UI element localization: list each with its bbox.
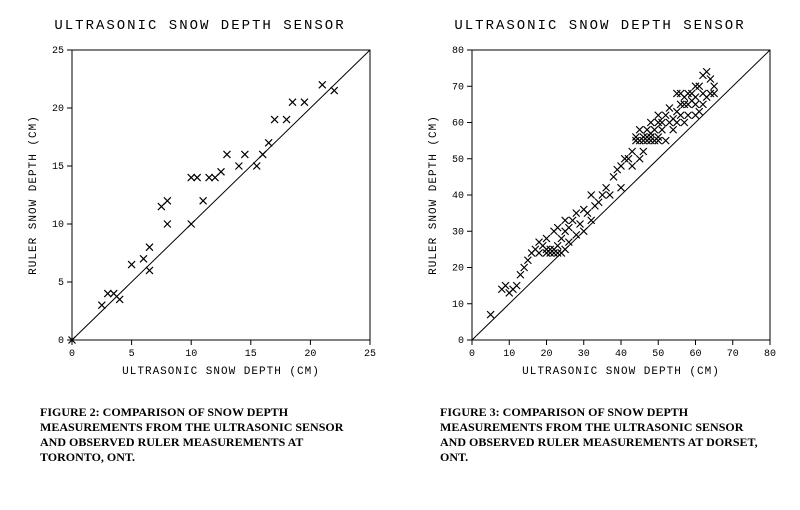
svg-text:50: 50 bbox=[452, 155, 464, 166]
svg-text:RULER SNOW DEPTH (CM): RULER SNOW DEPTH (CM) bbox=[428, 115, 440, 275]
svg-text:0: 0 bbox=[469, 349, 475, 360]
svg-text:0: 0 bbox=[58, 336, 64, 347]
svg-text:15: 15 bbox=[52, 162, 64, 173]
svg-text:10: 10 bbox=[52, 220, 64, 231]
svg-text:25: 25 bbox=[364, 349, 376, 360]
svg-text:10: 10 bbox=[503, 349, 515, 360]
svg-text:80: 80 bbox=[764, 349, 776, 360]
figure3-svg: 0 10 20 30 40 50 60 70 80 0 10 20 30 40 50 60 70 80 ULTRAS… bbox=[420, 44, 780, 384]
svg-text:0: 0 bbox=[69, 349, 75, 360]
figure2-title: ULTRASONIC SNOW DEPTH SENSOR bbox=[54, 18, 345, 34]
svg-text:15: 15 bbox=[245, 349, 257, 360]
svg-text:40: 40 bbox=[452, 191, 464, 202]
svg-text:30: 30 bbox=[578, 349, 590, 360]
figure3-chart: 0 10 20 30 40 50 60 70 80 0 10 20 30 40 50 60 70 80 ULTRAS… bbox=[420, 44, 780, 389]
svg-text:0: 0 bbox=[458, 336, 464, 347]
svg-text:30: 30 bbox=[452, 227, 464, 238]
svg-text:ULTRASONIC SNOW DEPTH (CM): ULTRASONIC SNOW DEPTH (CM) bbox=[522, 366, 720, 378]
svg-text:25: 25 bbox=[52, 46, 64, 57]
svg-text:60: 60 bbox=[452, 119, 464, 130]
svg-text:20: 20 bbox=[52, 104, 64, 115]
page: ULTRASONIC SNOW DEPTH SENSOR 05101520250… bbox=[0, 0, 800, 510]
figure2-caption: FIGURE 2: COMPARISON OF SNOW DEPTH MEASU… bbox=[40, 405, 360, 465]
svg-text:70: 70 bbox=[727, 349, 739, 360]
svg-text:10: 10 bbox=[185, 349, 197, 360]
figure2-svg: 0 5 10 15 20 25 0 5 10 15 20 25 ULTRASONIC SNOW DEPT… bbox=[20, 44, 380, 384]
svg-text:40: 40 bbox=[615, 349, 627, 360]
svg-text:5: 5 bbox=[129, 349, 135, 360]
svg-text:ULTRASONIC SNOW DEPTH (CM): ULTRASONIC SNOW DEPTH (CM) bbox=[122, 366, 320, 378]
svg-text:50: 50 bbox=[652, 349, 664, 360]
svg-text:70: 70 bbox=[452, 82, 464, 93]
svg-text:5: 5 bbox=[58, 278, 64, 289]
svg-text:20: 20 bbox=[540, 349, 552, 360]
figure2-panel: ULTRASONIC SNOW DEPTH SENSOR 05101520250… bbox=[0, 0, 400, 465]
svg-text:60: 60 bbox=[689, 349, 701, 360]
figure2-chart: 0 5 10 15 20 25 0 5 10 15 20 25 ULTRASONIC SNOW DEPT… bbox=[20, 44, 380, 389]
figure3-title: ULTRASONIC SNOW DEPTH SENSOR bbox=[454, 18, 745, 34]
svg-text:80: 80 bbox=[452, 46, 464, 57]
panels-row: ULTRASONIC SNOW DEPTH SENSOR 05101520250… bbox=[0, 0, 800, 465]
svg-text:RULER SNOW DEPTH (CM): RULER SNOW DEPTH (CM) bbox=[28, 115, 40, 275]
figure3-panel: ULTRASONIC SNOW DEPTH SENSOR 0 10 20 30 40 50… bbox=[400, 0, 800, 465]
figure3-caption: FIGURE 3: COMPARISON OF SNOW DEPTH MEASU… bbox=[440, 405, 760, 465]
svg-text:10: 10 bbox=[452, 300, 464, 311]
svg-text:20: 20 bbox=[452, 264, 464, 275]
svg-text:20: 20 bbox=[304, 349, 316, 360]
